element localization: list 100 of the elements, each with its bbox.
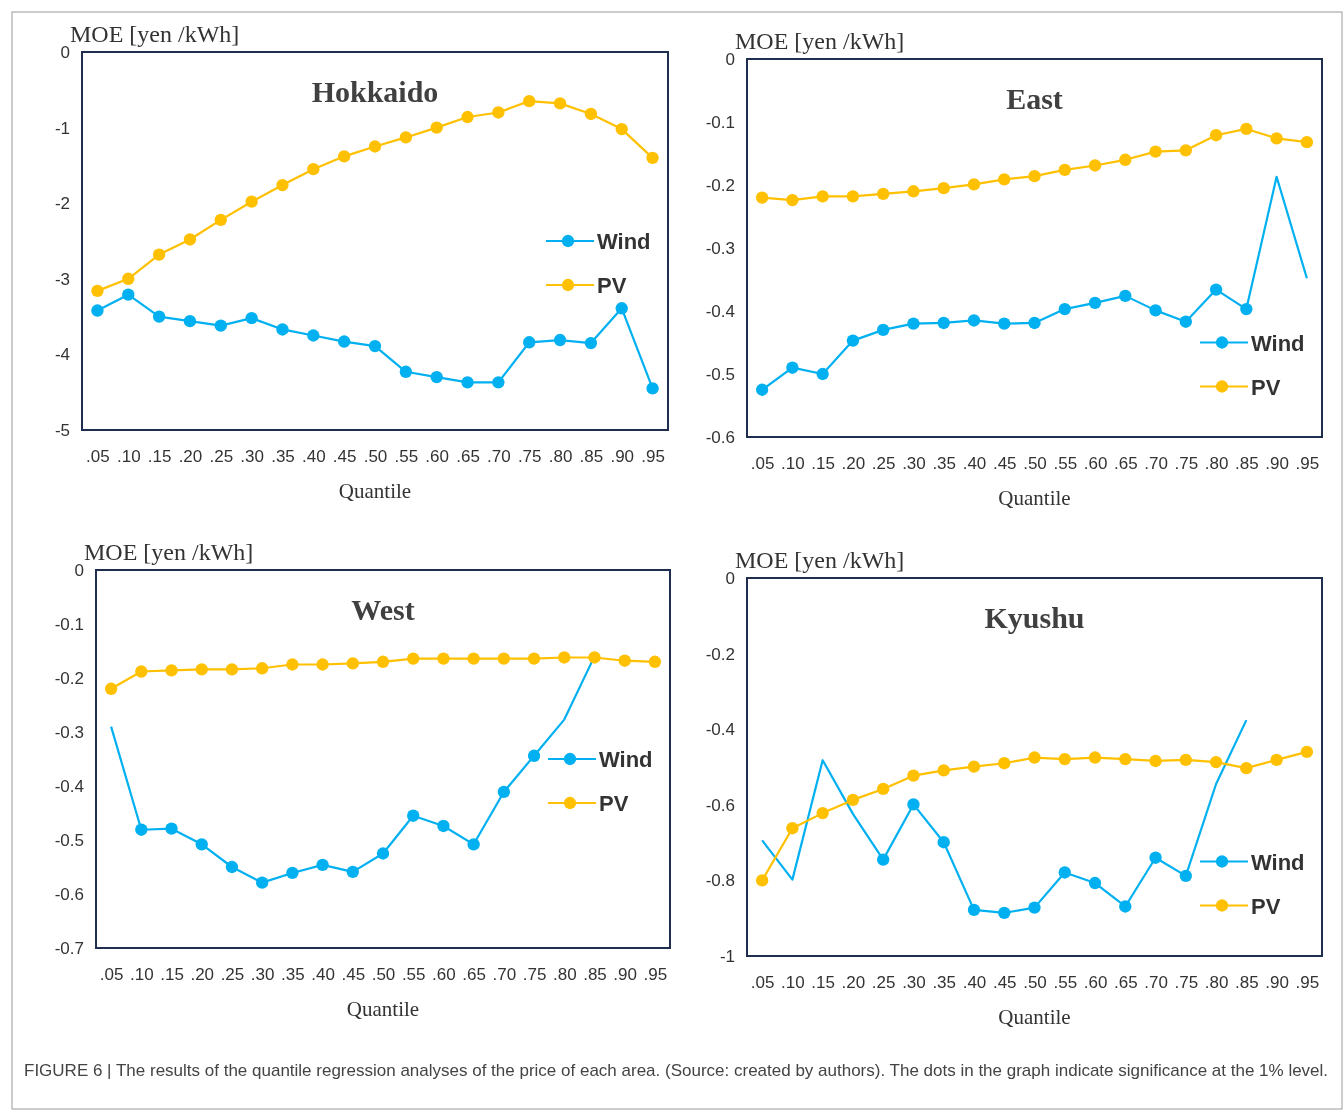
- y-tick-label: -0.2: [54, 668, 84, 688]
- x-tick-label: .30: [240, 447, 264, 467]
- x-tick-label: .95: [1295, 973, 1320, 993]
- point: [376, 655, 390, 668]
- y-tick-label: -0.6: [705, 795, 735, 815]
- point: [122, 288, 135, 301]
- point: [497, 785, 511, 799]
- point: [1179, 144, 1192, 157]
- point: [91, 284, 104, 298]
- point: [755, 874, 769, 887]
- x-tick-label: .20: [190, 965, 215, 985]
- point: [104, 682, 118, 695]
- point: [907, 317, 920, 330]
- point: [346, 657, 359, 670]
- x-tick-label: .05: [750, 973, 775, 993]
- x-tick-label: .40: [311, 965, 335, 985]
- point: [877, 323, 890, 337]
- point: [1028, 751, 1041, 764]
- point: [430, 121, 443, 134]
- x-tick-label: .50: [363, 447, 388, 467]
- x-tick-label: .40: [962, 973, 987, 993]
- point: [286, 658, 299, 671]
- text: East: [1006, 82, 1063, 115]
- point: [337, 150, 351, 163]
- point: [1088, 159, 1102, 172]
- point: [1088, 751, 1102, 764]
- point: [286, 866, 299, 880]
- legend-label: Wind: [599, 747, 653, 772]
- x-tick-label: .80: [1204, 973, 1229, 993]
- point: [276, 178, 289, 192]
- point: [135, 823, 148, 836]
- y-axis-title: MOE [yen /kWh]: [70, 21, 240, 47]
- point: [183, 233, 197, 246]
- point: [346, 865, 359, 879]
- y-axis-title: MOE [yen /kWh]: [84, 539, 254, 565]
- point: [316, 658, 329, 671]
- point: [461, 110, 474, 124]
- point: [437, 819, 450, 833]
- x-tick-label: .90: [1265, 454, 1289, 474]
- point: [430, 370, 443, 384]
- x-tick-label: .50: [1023, 454, 1047, 474]
- y-tick-label: -4: [54, 345, 70, 365]
- x-tick-label: .10: [116, 447, 141, 467]
- point: [846, 793, 860, 807]
- x-tick-label: .25: [871, 973, 896, 993]
- point: [1028, 901, 1041, 914]
- point: [588, 651, 601, 664]
- legend-label: Wind: [1251, 849, 1305, 875]
- point: [1058, 752, 1071, 766]
- x-tick-label: .15: [147, 447, 172, 467]
- y-tick-label: -0.4: [705, 301, 735, 321]
- point: [492, 376, 505, 389]
- x-tick-label: .30: [902, 973, 926, 993]
- point: [195, 838, 208, 851]
- x-tick-label: .65: [456, 447, 480, 467]
- point: [553, 333, 567, 347]
- x-tick-label: .90: [610, 447, 635, 467]
- y-tick-label: -0.6: [54, 884, 84, 904]
- x-tick-label: .65: [462, 965, 486, 985]
- point: [584, 107, 598, 121]
- text: Kyushu: [984, 601, 1085, 634]
- point: [907, 185, 920, 198]
- point: [214, 213, 227, 226]
- point: [152, 310, 166, 323]
- legend-label: PV: [1251, 893, 1281, 919]
- point: [967, 760, 981, 773]
- point: [998, 906, 1011, 920]
- x-axis-title: Quantile: [998, 486, 1071, 510]
- point: [527, 652, 541, 665]
- y-tick-label: -2: [54, 194, 70, 214]
- x-tick-label: .75: [517, 447, 542, 467]
- point: [1270, 753, 1283, 766]
- point: [877, 187, 890, 200]
- point: [558, 651, 571, 664]
- y-tick-label: -0.6: [705, 427, 735, 447]
- legend-label: PV: [597, 273, 627, 298]
- point: [245, 195, 258, 208]
- point: [368, 339, 382, 353]
- x-tick-label: .70: [492, 965, 517, 985]
- point: [1240, 761, 1253, 775]
- y-tick-label: -0.3: [54, 722, 84, 742]
- point: [376, 847, 390, 860]
- y-tick-label: -0.8: [705, 871, 735, 891]
- point: [967, 903, 981, 917]
- x-tick-label: .15: [811, 973, 835, 993]
- x-tick-label: .60: [425, 447, 449, 467]
- point: [786, 361, 799, 374]
- x-tick-label: .25: [209, 447, 234, 467]
- point: [967, 178, 981, 191]
- point: [461, 376, 474, 389]
- x-tick-label: .45: [332, 447, 357, 467]
- point: [877, 853, 890, 866]
- x-tick-label: .20: [841, 454, 866, 474]
- x-tick-label: .10: [781, 454, 805, 474]
- point: [846, 190, 860, 203]
- point: [523, 94, 536, 108]
- y-axis-title: MOE [yen /kWh]: [735, 547, 905, 573]
- point: [1300, 745, 1314, 759]
- y-tick-label: -1: [54, 118, 70, 138]
- point: [497, 652, 511, 665]
